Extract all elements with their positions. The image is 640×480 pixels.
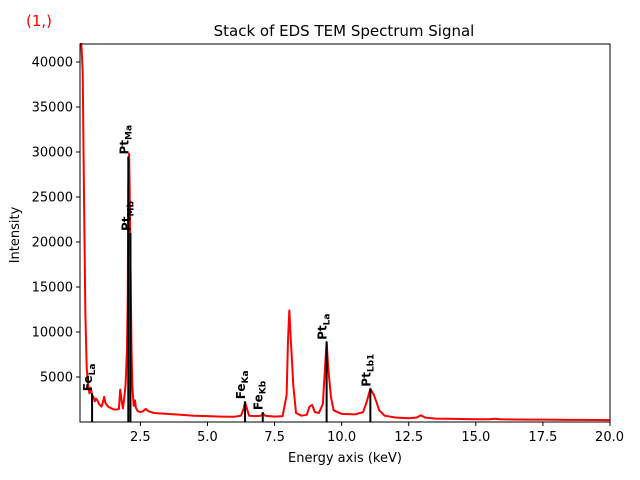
y-tick-label: 40000 bbox=[32, 56, 73, 71]
y-tick-label: 30000 bbox=[32, 146, 73, 161]
x-axis-label: Energy axis (keV) bbox=[288, 451, 402, 466]
x-tick-label: 5.0 bbox=[197, 430, 218, 445]
y-axis: 5000 10000 15000 20000 25000 30000 35000 40000 bbox=[32, 56, 80, 386]
series-layer bbox=[80, 43, 611, 422]
marker-label-fe-la: FeLa bbox=[81, 364, 98, 392]
y-tick-label: 5000 bbox=[40, 371, 73, 386]
x-tick-label: 2.5 bbox=[130, 430, 151, 445]
corner-index-label: (1,) bbox=[26, 12, 53, 30]
y-tick-label: 35000 bbox=[32, 101, 73, 116]
x-tick-label: 10.0 bbox=[327, 430, 356, 445]
x-tick-label: 7.5 bbox=[264, 430, 285, 445]
y-tick-label: 20000 bbox=[32, 236, 73, 251]
marker-label-pt-ma: PtMa bbox=[117, 125, 134, 155]
y-tick-label: 15000 bbox=[32, 281, 73, 296]
x-tick-label: 12.5 bbox=[394, 430, 423, 445]
chart-title: Stack of EDS TEM Spectrum Signal bbox=[214, 22, 475, 40]
marker-label-pt-mb: PtMb bbox=[119, 201, 136, 231]
x-tick-label: 15.0 bbox=[461, 430, 490, 445]
x-axis: 2.5 5.0 7.5 10.0 12.5 15.0 17.5 20.0 bbox=[130, 422, 624, 445]
x-tick-label: 17.5 bbox=[528, 430, 557, 445]
spectrum-line-0 bbox=[80, 43, 611, 422]
x-tick-label: 20.0 bbox=[595, 430, 624, 445]
marker-label-pt-lb1: PtLb1 bbox=[359, 354, 376, 387]
marker-label-pt-la: PtLa bbox=[316, 314, 333, 340]
marker-label-fe-ka: FeKa bbox=[234, 370, 251, 399]
y-tick-label: 25000 bbox=[32, 191, 73, 206]
y-axis-label: Intensity bbox=[8, 206, 23, 263]
marker-label-fe-kb: FeKb bbox=[252, 380, 269, 410]
plot-frame bbox=[79, 43, 611, 423]
y-tick-label: 10000 bbox=[32, 326, 73, 341]
